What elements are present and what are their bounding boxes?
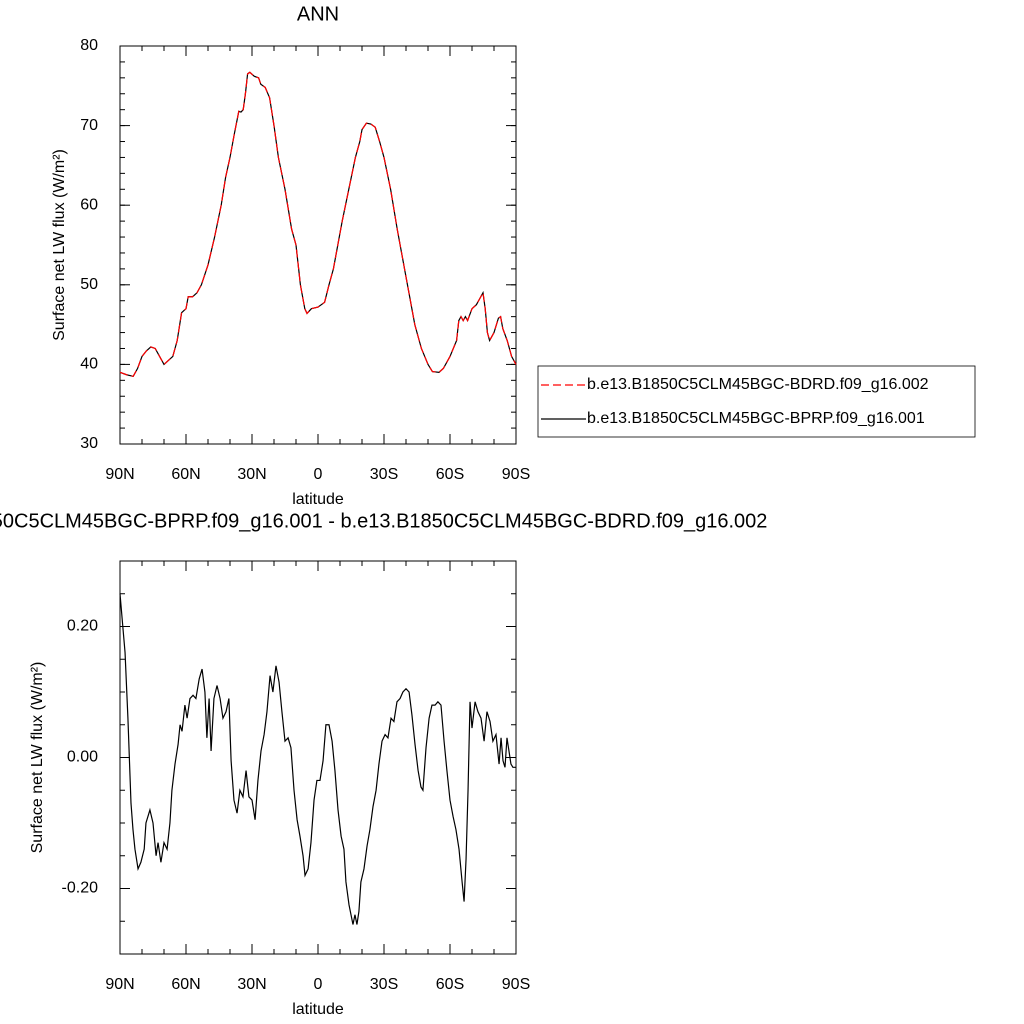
data-line	[119, 593, 516, 925]
x-tick-label: 30S	[370, 976, 398, 993]
y-tick-label: 70	[80, 117, 98, 134]
y-tick-label: 60	[80, 196, 98, 213]
y-tick-label: 80	[80, 37, 98, 54]
x-tick-label: 60N	[171, 466, 200, 483]
x-tick-label: 0	[314, 976, 323, 993]
x-tick-label: 60S	[436, 466, 464, 483]
y-tick-label: 50	[80, 276, 98, 293]
y-tick-label: 30	[80, 435, 98, 452]
x-axis-label: latitude	[292, 1001, 344, 1018]
x-tick-label: 60N	[171, 976, 200, 993]
x-tick-label: 30S	[370, 466, 398, 483]
data-line	[119, 71, 517, 378]
data-line	[119, 71, 517, 378]
chart-title: b.e13.B1850C5CLM45BGC-BPRP.f09_g16.001 -…	[0, 510, 767, 532]
x-tick-label: 90S	[502, 976, 530, 993]
x-tick-label: 90S	[502, 466, 530, 483]
plot-frame	[119, 560, 517, 955]
x-tick-label: 30N	[237, 976, 266, 993]
y-axis-label: Surface net LW flux (W/m²)	[51, 149, 68, 341]
legend-label: b.e13.B1850C5CLM45BGC-BPRP.f09_g16.001	[587, 410, 925, 427]
x-tick-label: 30N	[237, 466, 266, 483]
y-tick-label: 0.20	[67, 618, 98, 635]
x-tick-label: 90N	[105, 466, 134, 483]
y-tick-label: 40	[80, 356, 98, 373]
x-tick-label: 90N	[105, 976, 134, 993]
y-tick-label: -0.20	[62, 880, 99, 897]
legend-label: b.e13.B1850C5CLM45BGC-BDRD.f09_g16.002	[587, 376, 929, 393]
legend-box	[537, 365, 976, 438]
y-tick-label: 0.00	[67, 749, 98, 766]
plot-frame	[119, 45, 517, 445]
y-axis-label: Surface net LW flux (W/m²)	[29, 662, 46, 854]
chart-title: ANN	[297, 3, 339, 25]
x-axis-label: latitude	[292, 491, 344, 508]
x-tick-label: 60S	[436, 976, 464, 993]
x-tick-label: 0	[314, 466, 323, 483]
